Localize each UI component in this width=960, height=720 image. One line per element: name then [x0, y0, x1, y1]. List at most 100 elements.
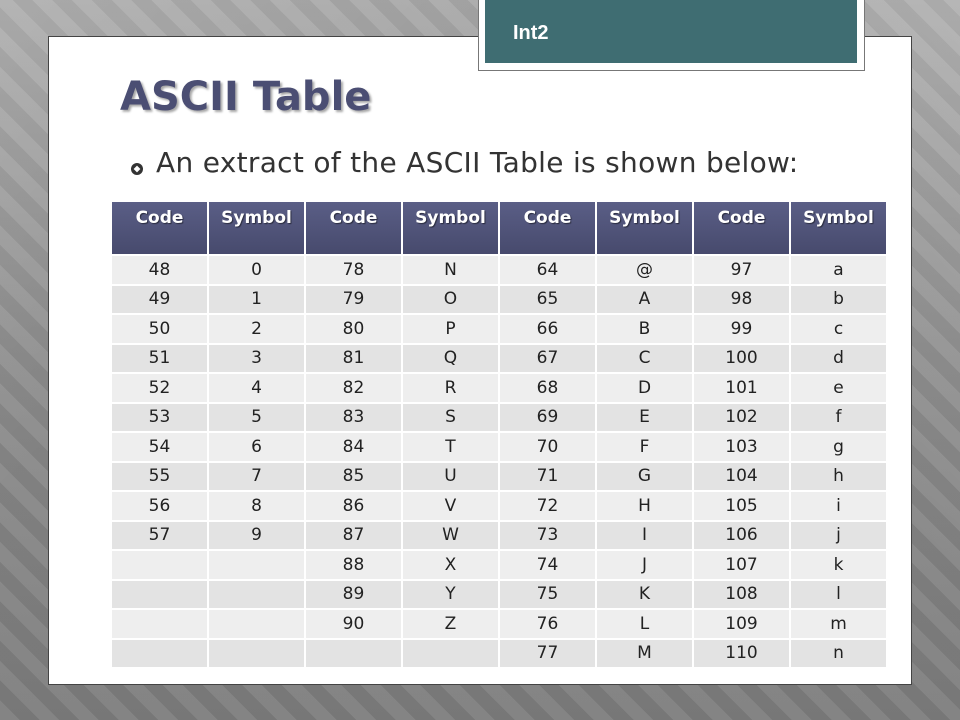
symbol-cell: Z: [403, 610, 498, 638]
code-cell: 53: [112, 403, 207, 431]
code-cell: 74: [500, 551, 595, 579]
code-cell: 103: [694, 433, 789, 461]
code-cell: [112, 610, 207, 638]
code-cell: [112, 580, 207, 608]
symbol-cell: c: [791, 315, 886, 343]
code-cell: 67: [500, 344, 595, 372]
code-cell: 85: [306, 462, 401, 490]
table-row: 51 3 81 Q 67 C 100 d: [112, 344, 886, 372]
symbol-cell: S: [403, 403, 498, 431]
code-cell: 56: [112, 492, 207, 520]
symbol-cell: k: [791, 551, 886, 579]
table-row: 55 7 85 U 71 G 104 h: [112, 462, 886, 490]
symbol-cell: A: [597, 285, 692, 313]
code-cell: 65: [500, 285, 595, 313]
symbol-cell: E: [597, 403, 692, 431]
table-row: 50 2 80 P 66 B 99 c: [112, 315, 886, 343]
column-header-symbol: Symbol: [791, 202, 886, 254]
symbol-cell: N: [403, 256, 498, 284]
code-cell: 110: [694, 639, 789, 667]
symbol-cell: 9: [209, 521, 304, 549]
symbol-cell: U: [403, 462, 498, 490]
code-cell: 73: [500, 521, 595, 549]
code-cell: 83: [306, 403, 401, 431]
code-cell: 55: [112, 462, 207, 490]
symbol-cell: 7: [209, 462, 304, 490]
code-cell: 50: [112, 315, 207, 343]
column-header-symbol: Symbol: [597, 202, 692, 254]
symbol-cell: Y: [403, 580, 498, 608]
symbol-cell: [403, 639, 498, 667]
code-cell: 82: [306, 374, 401, 402]
symbol-cell: d: [791, 344, 886, 372]
table-row: 57 9 87 W 73 I 106 j: [112, 521, 886, 549]
symbol-cell: G: [597, 462, 692, 490]
symbol-cell: i: [791, 492, 886, 520]
code-cell: [306, 639, 401, 667]
symbol-cell: 8: [209, 492, 304, 520]
code-cell: 102: [694, 403, 789, 431]
symbol-cell: J: [597, 551, 692, 579]
symbol-cell: V: [403, 492, 498, 520]
symbol-cell: [209, 551, 304, 579]
code-cell: 88: [306, 551, 401, 579]
symbol-cell: Q: [403, 344, 498, 372]
code-cell: 51: [112, 344, 207, 372]
symbol-cell: D: [597, 374, 692, 402]
symbol-cell: f: [791, 403, 886, 431]
symbol-cell: 0: [209, 256, 304, 284]
code-cell: 108: [694, 580, 789, 608]
code-cell: 106: [694, 521, 789, 549]
symbol-cell: e: [791, 374, 886, 402]
table-row: 48 0 78 N 64 @97 a: [112, 256, 886, 284]
symbol-cell: 1: [209, 285, 304, 313]
symbol-cell: 6: [209, 433, 304, 461]
code-cell: 70: [500, 433, 595, 461]
symbol-cell: O: [403, 285, 498, 313]
symbol-cell: j: [791, 521, 886, 549]
code-cell: 98: [694, 285, 789, 313]
code-cell: 66: [500, 315, 595, 343]
code-cell: 48: [112, 256, 207, 284]
code-cell: 109: [694, 610, 789, 638]
header-tag-label: Int2: [513, 22, 549, 44]
table-row: 56 8 86 V 72 H 105 i: [112, 492, 886, 520]
bullet-text: An extract of the ASCII Table is shown b…: [156, 146, 799, 179]
header-tag: [485, 0, 857, 63]
column-header-code: Code: [500, 202, 595, 254]
symbol-cell: a: [791, 256, 886, 284]
code-cell: 78: [306, 256, 401, 284]
code-cell: 99: [694, 315, 789, 343]
symbol-cell: [209, 639, 304, 667]
code-cell: 54: [112, 433, 207, 461]
symbol-cell: 2: [209, 315, 304, 343]
table-header-row: Code Symbol Code Symbol Code Symbol Code Symbol: [112, 202, 886, 254]
code-cell: 104: [694, 462, 789, 490]
table-row: 54 6 84 T 70 F 103 g: [112, 433, 886, 461]
symbol-cell: W: [403, 521, 498, 549]
table-row: 89 Y 75 K 108 l: [112, 580, 886, 608]
symbol-cell: l: [791, 580, 886, 608]
code-cell: 107: [694, 551, 789, 579]
symbol-cell: h: [791, 462, 886, 490]
symbol-cell: [209, 610, 304, 638]
code-cell: 80: [306, 315, 401, 343]
slide-title: ASCII Table: [120, 74, 372, 120]
symbol-cell: P: [403, 315, 498, 343]
code-cell: 57: [112, 521, 207, 549]
column-header-symbol: Symbol: [403, 202, 498, 254]
code-cell: 77: [500, 639, 595, 667]
symbol-cell: 3: [209, 344, 304, 372]
table-row: 52 4 82 R 68 D 101 e: [112, 374, 886, 402]
table-row: 88 X 74 J 107 k: [112, 551, 886, 579]
column-header-code: Code: [694, 202, 789, 254]
column-header-code: Code: [306, 202, 401, 254]
code-cell: 84: [306, 433, 401, 461]
table-body: 48 0 78 N 64 @97 a 49 1 79 O 65 A 98 b 50 2 80 P 66 B 99 c 51 3 8…: [112, 256, 886, 667]
symbol-cell: H: [597, 492, 692, 520]
code-cell: 71: [500, 462, 595, 490]
symbol-cell: n: [791, 639, 886, 667]
symbol-cell: [209, 580, 304, 608]
code-cell: 72: [500, 492, 595, 520]
code-cell: 90: [306, 610, 401, 638]
